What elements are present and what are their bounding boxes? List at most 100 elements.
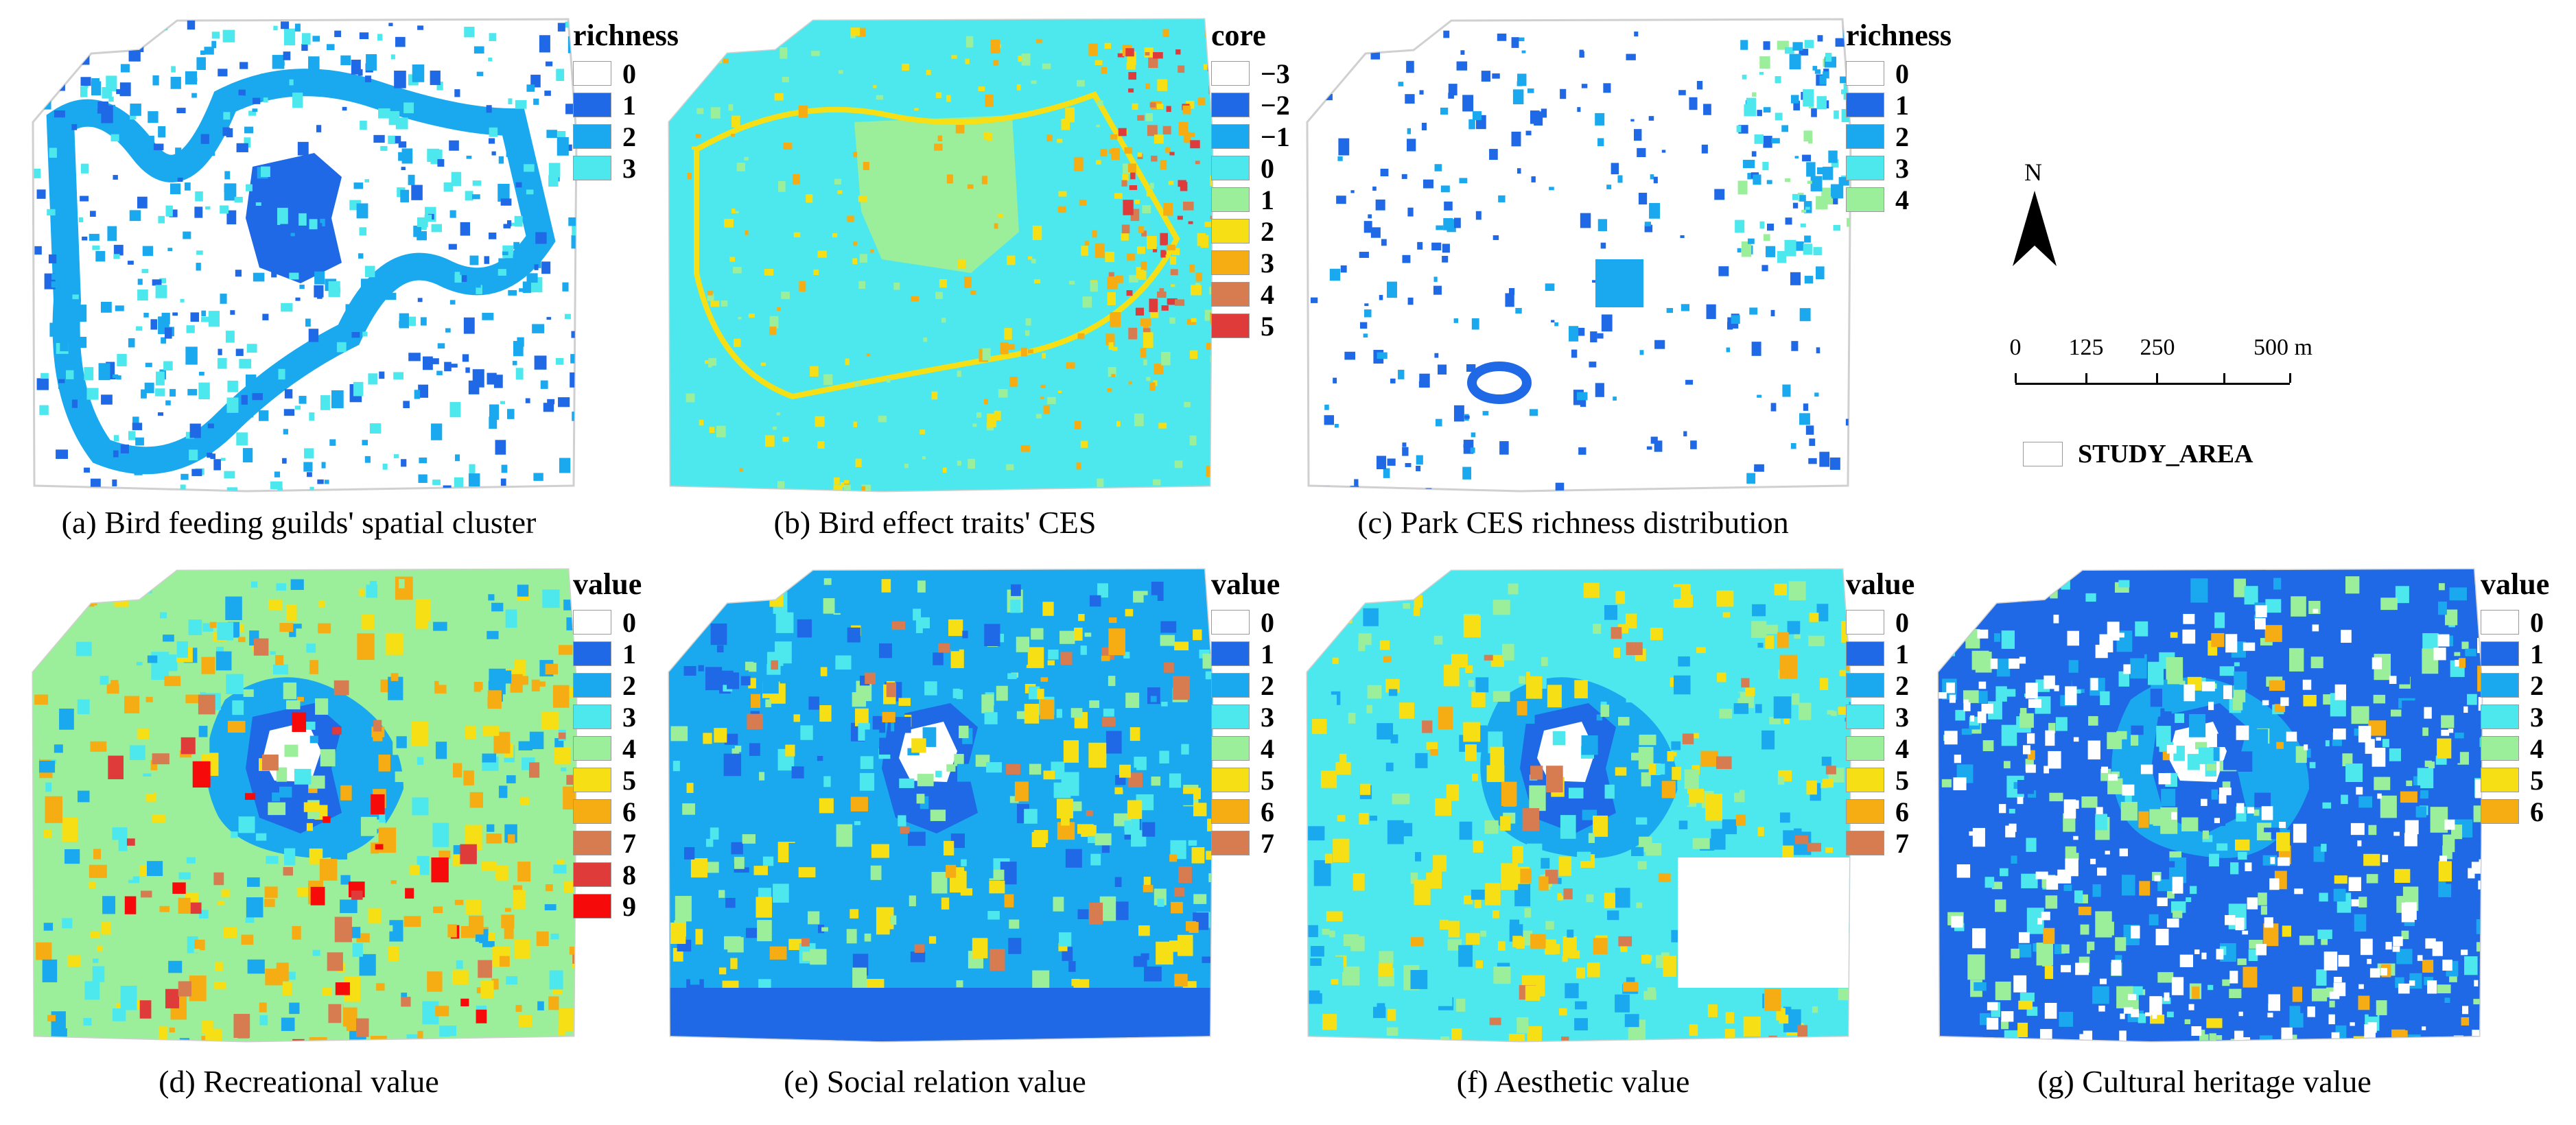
map-patch bbox=[2258, 892, 2267, 905]
map-patch bbox=[1000, 342, 1009, 355]
map-patch bbox=[1990, 659, 1998, 670]
map-patch bbox=[1492, 910, 1502, 919]
map-patch bbox=[1398, 702, 1415, 719]
map-patch bbox=[1152, 247, 1158, 252]
map-patch bbox=[1830, 1000, 1849, 1021]
map-patch bbox=[556, 69, 565, 82]
map-patch bbox=[1484, 654, 1493, 661]
map-patch bbox=[1363, 221, 1372, 233]
map-patch bbox=[2342, 753, 2353, 767]
map-patch bbox=[2294, 888, 2304, 895]
map-patch bbox=[58, 912, 66, 924]
map-patch bbox=[260, 73, 270, 85]
map-patch bbox=[1110, 134, 1118, 139]
map-patch bbox=[876, 95, 883, 100]
map-patch bbox=[1545, 283, 1555, 292]
map-patch bbox=[491, 978, 499, 990]
map-patch bbox=[1683, 594, 1694, 608]
map-patch bbox=[1549, 643, 1567, 671]
map-patch bbox=[1687, 788, 1704, 803]
map-patch bbox=[127, 261, 134, 265]
map-patch bbox=[1204, 222, 1213, 227]
map-patch bbox=[2183, 684, 2195, 702]
map-patch bbox=[476, 626, 489, 641]
map-patch bbox=[1939, 692, 1947, 699]
map-patch bbox=[1442, 256, 1449, 263]
map-patch bbox=[1143, 595, 1158, 615]
map-patch bbox=[1108, 628, 1125, 656]
legend-swatch bbox=[1211, 93, 1250, 117]
map-patch bbox=[2253, 809, 2260, 816]
map-patch bbox=[1589, 362, 1597, 368]
map-patch bbox=[1048, 649, 1059, 660]
map-patch bbox=[1742, 1041, 1755, 1054]
map-patch bbox=[1065, 107, 1075, 123]
map-patch bbox=[996, 685, 1008, 701]
map-patch bbox=[1362, 725, 1374, 735]
map-patch bbox=[2302, 679, 2312, 690]
map-patch bbox=[1090, 853, 1101, 866]
map-patch bbox=[1803, 403, 1809, 411]
map-patch bbox=[2152, 1014, 2157, 1019]
map-patch bbox=[2107, 732, 2122, 750]
legend-swatch bbox=[1211, 156, 1250, 180]
map-patch bbox=[703, 924, 719, 947]
map-patch bbox=[2269, 680, 2285, 691]
map-patch bbox=[854, 382, 861, 386]
map-patch bbox=[2043, 927, 2055, 945]
map-patch bbox=[954, 753, 964, 766]
map-patch bbox=[1745, 687, 1755, 696]
map-patch bbox=[1438, 364, 1447, 375]
map-patch bbox=[2072, 670, 2089, 689]
map-patch bbox=[495, 440, 506, 455]
map-patch bbox=[219, 856, 226, 867]
map-patch bbox=[224, 183, 237, 201]
map-patch bbox=[473, 682, 483, 692]
map-patch bbox=[1575, 1001, 1587, 1010]
map-patch bbox=[246, 897, 264, 918]
map-patch bbox=[198, 726, 208, 737]
legend-item: 6 bbox=[2481, 796, 2549, 827]
map-patch bbox=[2145, 1012, 2151, 1017]
map-patch bbox=[1123, 163, 1131, 174]
map-patch bbox=[2424, 707, 2432, 719]
map-patch bbox=[1566, 1034, 1572, 1040]
map-patch bbox=[513, 241, 520, 250]
map-patch bbox=[1172, 248, 1180, 255]
map-patch bbox=[274, 471, 281, 477]
map-patch bbox=[401, 167, 406, 170]
map-patch bbox=[1436, 225, 1444, 230]
map-patch bbox=[80, 163, 89, 174]
map-patch bbox=[63, 141, 72, 150]
map-patch bbox=[2118, 580, 2130, 588]
legend-item: 1 bbox=[573, 638, 642, 670]
map-patch bbox=[756, 897, 772, 918]
map-patch bbox=[309, 412, 315, 421]
map-patch bbox=[497, 183, 510, 202]
map-patch bbox=[2166, 744, 2177, 754]
map-patch bbox=[1623, 982, 1639, 992]
map-patch bbox=[1781, 125, 1789, 132]
map-patch bbox=[519, 797, 530, 805]
map-patch bbox=[913, 608, 922, 621]
legend-label: 1 bbox=[1895, 89, 1909, 121]
map-patch bbox=[498, 156, 504, 164]
map-patch bbox=[1182, 794, 1193, 805]
map-patch bbox=[382, 464, 388, 470]
map-patch bbox=[1805, 425, 1814, 435]
map-patch bbox=[141, 389, 147, 399]
map-layer bbox=[1307, 569, 1851, 1054]
legend-swatch bbox=[1846, 673, 1884, 698]
map-patch bbox=[853, 421, 857, 427]
map-patch bbox=[536, 931, 549, 947]
map-patch bbox=[530, 259, 541, 268]
legend-swatch bbox=[1846, 61, 1884, 86]
map-patch bbox=[1130, 172, 1136, 180]
map-patch bbox=[739, 468, 743, 472]
map-patch bbox=[517, 862, 531, 882]
map-patch bbox=[2244, 586, 2258, 605]
map-patch bbox=[801, 938, 810, 947]
map-patch bbox=[1992, 578, 2005, 595]
map-patch bbox=[280, 224, 291, 233]
map-patch bbox=[2368, 825, 2377, 836]
